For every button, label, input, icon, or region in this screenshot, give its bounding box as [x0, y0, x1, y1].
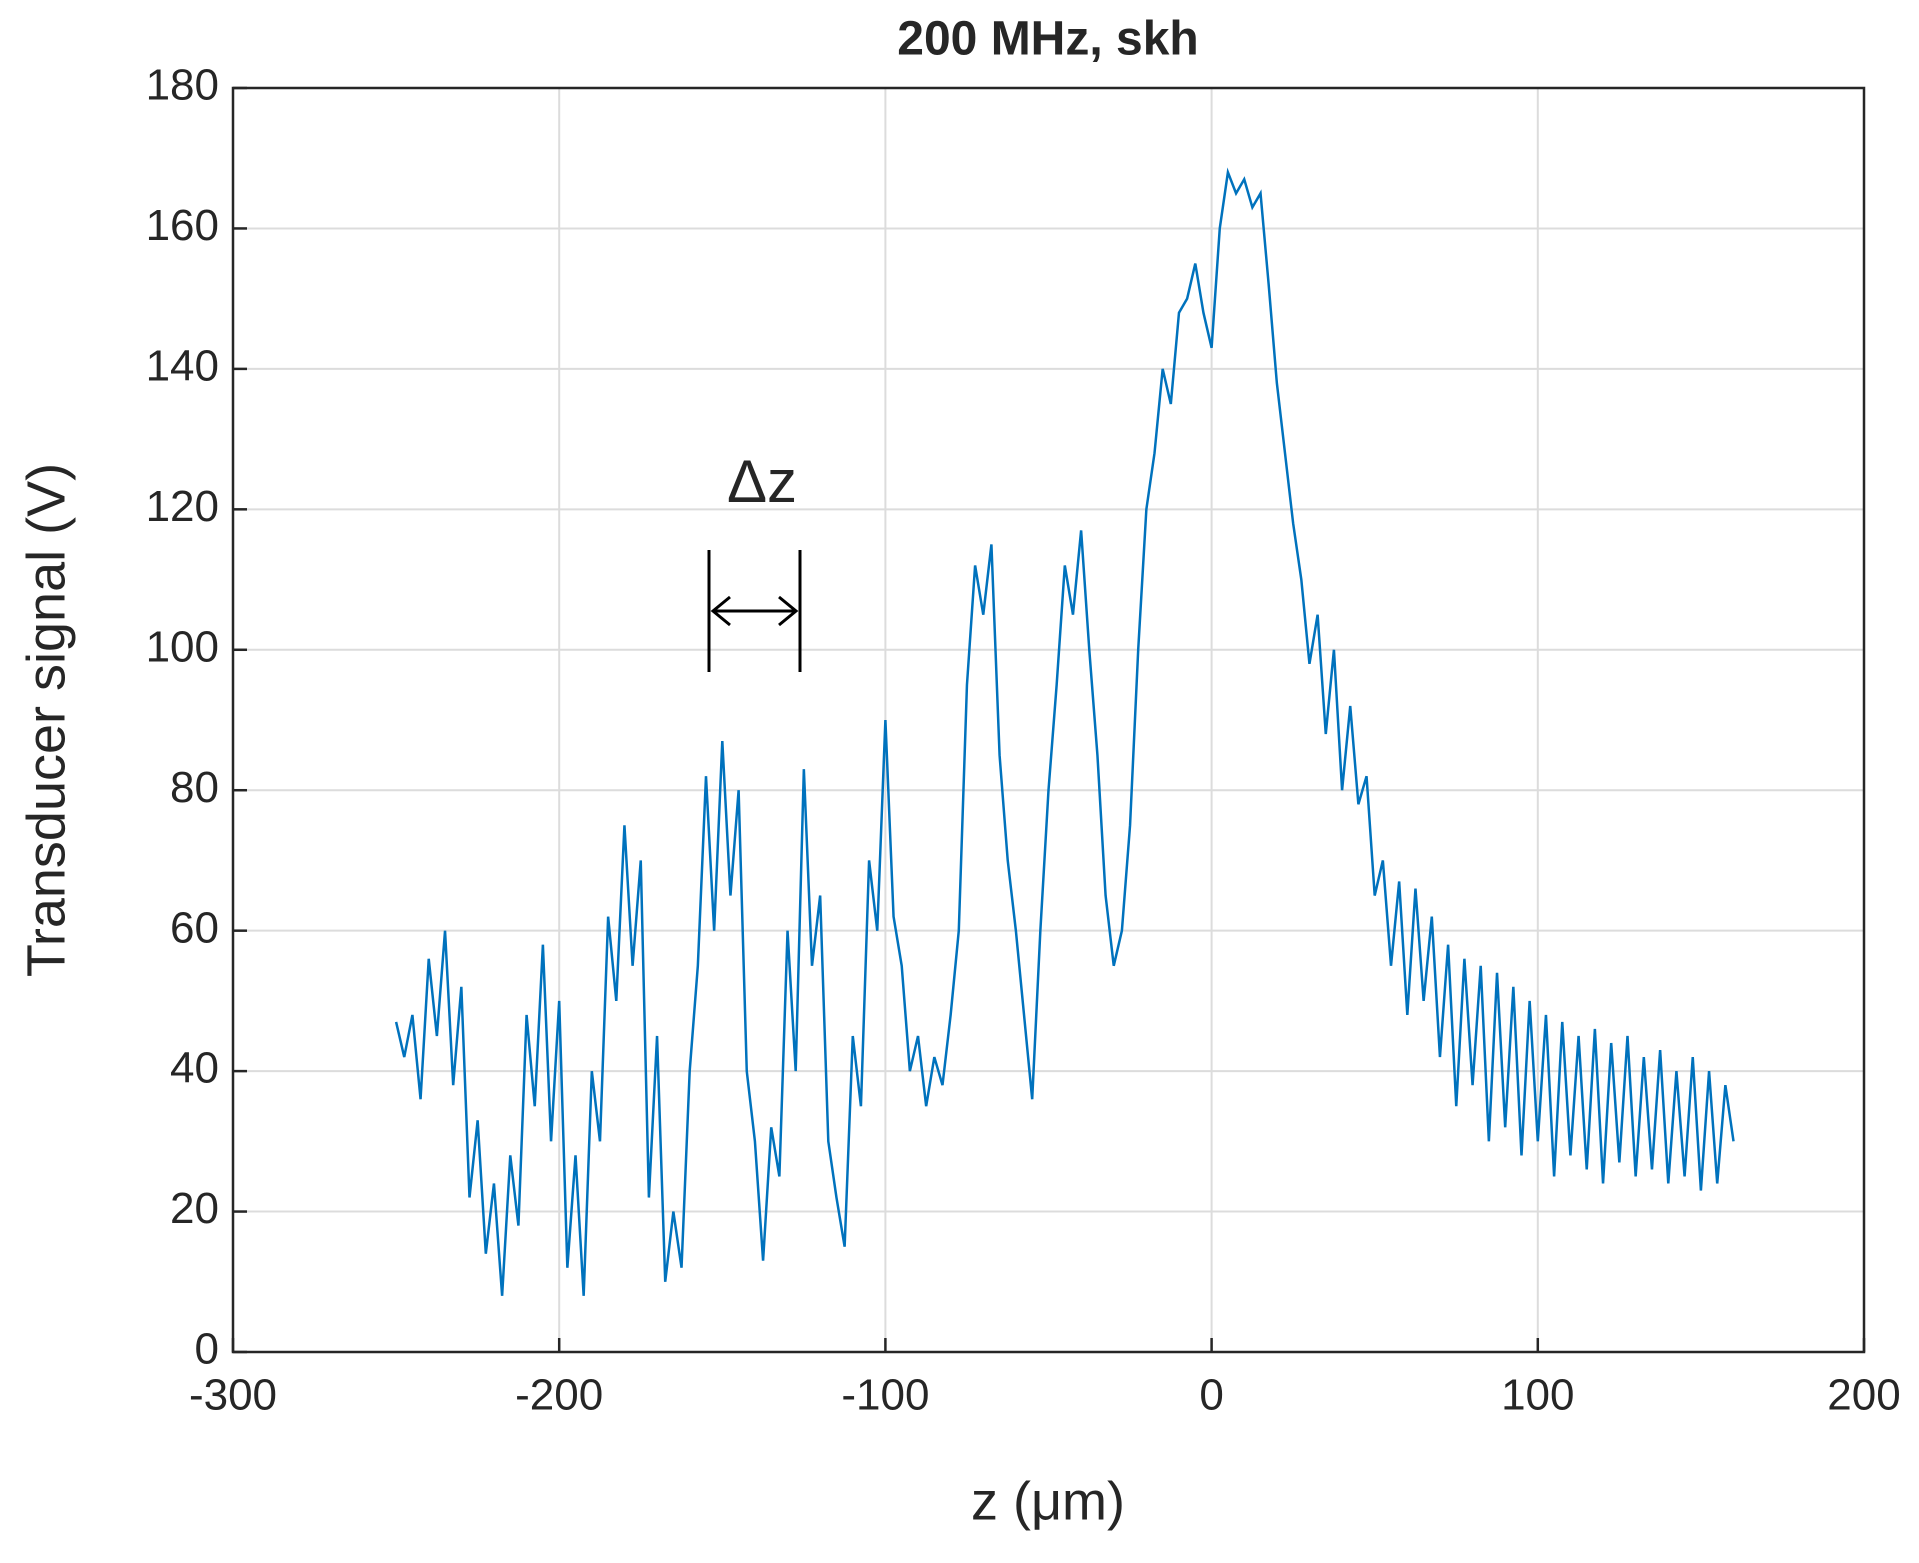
x-tick-label: 100: [1501, 1371, 1574, 1420]
y-tick-label: 40: [170, 1044, 219, 1093]
arrow-head: [778, 595, 799, 627]
plot: [394, 167, 1735, 1296]
y-tick-label: 160: [146, 201, 219, 250]
y-tick-label: 80: [170, 763, 219, 812]
axes-box: [231, 86, 1866, 1354]
x-axis-label: z (μm): [971, 1471, 1125, 1531]
y-axis-label: Transducer signal (V): [16, 463, 76, 977]
y-tick-label: 20: [170, 1184, 219, 1233]
y-tick-label: 100: [146, 622, 219, 671]
ticks: -300 -200 -100 0 100 200 0 20 40 60 80 100 120 140 160…: [146, 61, 1901, 1420]
y-tick-label: 0: [195, 1325, 219, 1374]
y-tick-label: 140: [146, 342, 219, 391]
x-tick-label: -100: [841, 1371, 929, 1420]
x-tick-label: 200: [1827, 1371, 1900, 1420]
data-line: [394, 167, 1735, 1296]
y-tick-label: 120: [146, 482, 219, 531]
y-tick-label: 60: [170, 903, 219, 952]
chart-title: 200 MHz, skh: [897, 13, 1198, 66]
x-tick-label: -300: [189, 1371, 277, 1420]
arrow-head: [710, 595, 731, 627]
y-tick-label: 180: [146, 61, 219, 110]
x-tick-label: -200: [515, 1371, 603, 1420]
x-tick-label: 0: [1199, 1371, 1223, 1420]
delta-z-annotation: Δz: [707, 448, 802, 672]
annotation-text: Δz: [727, 448, 797, 515]
